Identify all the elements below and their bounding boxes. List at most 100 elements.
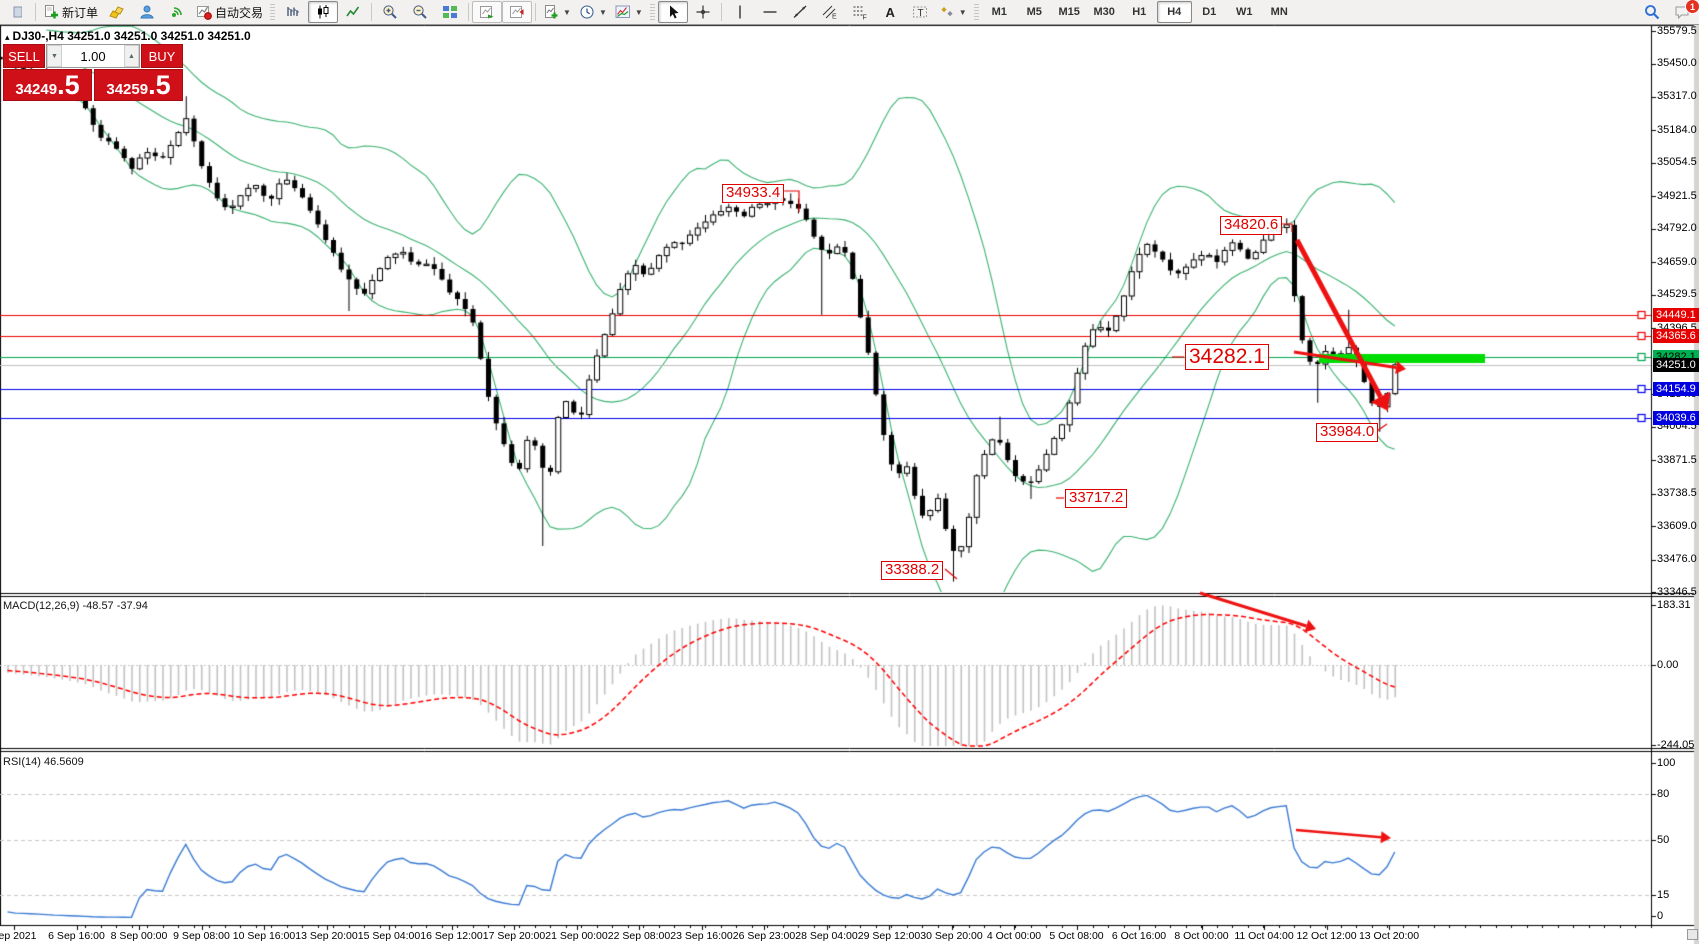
time-axis-label[interactable]: 22 Sep 08:00 xyxy=(607,930,671,942)
price-level-label[interactable]: 34365.6 xyxy=(1653,329,1699,343)
profile-icon[interactable] xyxy=(132,1,162,23)
time-axis-label[interactable]: 23 Sep 16:00 xyxy=(670,930,733,942)
candlestick-chart-type-button[interactable] xyxy=(308,1,339,23)
zoom-in-button[interactable] xyxy=(375,1,405,23)
sell-price[interactable]: 34249.5 xyxy=(3,69,92,101)
auto-scroll-button[interactable] xyxy=(472,1,503,23)
time-axis-label[interactable]: 5 Oct 08:00 xyxy=(1049,930,1104,942)
vertical-line-tool-button[interactable] xyxy=(725,1,755,23)
new-chart-button[interactable]: ▼ xyxy=(539,1,575,23)
price-axis-tick: 33476.0 xyxy=(1657,553,1697,566)
crosshair-tool-button[interactable] xyxy=(688,1,718,23)
price-annotation[interactable]: 33717.2 xyxy=(1065,489,1128,508)
timeframe-m15[interactable]: M15 xyxy=(1052,1,1087,23)
rsi-axis-tick: 15 xyxy=(1657,888,1670,901)
volume-down-button[interactable]: ▼ xyxy=(47,45,62,67)
timeframe-m1[interactable]: M1 xyxy=(982,1,1017,23)
notifications-button[interactable]: 1 xyxy=(1667,0,1699,23)
resize-grip[interactable] xyxy=(1687,929,1698,940)
time-axis-label[interactable]: 15 Sep 04:00 xyxy=(357,930,421,942)
timeframe-w1[interactable]: W1 xyxy=(1227,1,1262,23)
fibonacci-tool-icon: F xyxy=(852,4,868,20)
time-axis-label[interactable]: 13 Oct 20:00 xyxy=(1358,930,1420,942)
price-annotation[interactable]: 33388.2 xyxy=(881,561,944,580)
price-level-label[interactable]: 34154.9 xyxy=(1653,381,1699,396)
time-axis-label[interactable]: 16 Sep 12:00 xyxy=(420,930,483,942)
arrows-tool-button[interactable]: ▼ xyxy=(935,1,971,23)
channel-tool-button[interactable]: E xyxy=(815,1,845,23)
auto-trading-button[interactable]: 自动交易 xyxy=(192,1,267,23)
time-axis-label[interactable]: 30 Sep 20:00 xyxy=(920,930,983,942)
buy-button[interactable]: BUY xyxy=(141,44,183,68)
text-label-tool-button[interactable]: T xyxy=(905,1,935,23)
timeframe-m30[interactable]: M30 xyxy=(1087,1,1122,23)
time-axis-label[interactable]: 8 Sep 00:00 xyxy=(110,930,168,942)
time-axis-label[interactable]: 4 Oct 00:00 xyxy=(986,930,1042,942)
deposit-gold-icon[interactable] xyxy=(102,1,132,23)
tile-windows-button[interactable] xyxy=(435,1,465,23)
chevron-down-icon[interactable]: ▼ xyxy=(598,7,607,17)
time-axis-label[interactable]: Sep 2021 xyxy=(0,930,37,942)
time-axis-label[interactable]: 6 Sep 16:00 xyxy=(48,930,105,942)
volume-input[interactable]: 1.00 xyxy=(62,45,124,67)
timeframe-h1[interactable]: H1 xyxy=(1122,1,1157,23)
time-axis-label[interactable]: 11 Oct 04:00 xyxy=(1234,930,1294,942)
bar-chart-type-button[interactable] xyxy=(278,1,308,23)
chevron-down-icon[interactable]: ▼ xyxy=(563,7,571,17)
time-axis-label[interactable]: 29 Sep 12:00 xyxy=(857,930,921,942)
price-axis-tick: 33346.5 xyxy=(1657,585,1697,598)
toolbar-grip[interactable] xyxy=(649,4,655,20)
text-tool-button[interactable]: A xyxy=(875,1,905,23)
time-axis-label[interactable]: 12 Oct 12:00 xyxy=(1296,930,1357,942)
fibonacci-tool-button[interactable]: F xyxy=(845,1,875,23)
one-click-trading-panel: SELL ▼ 1.00 ▲ BUY 34249.5 34259.5 xyxy=(3,44,183,101)
time-axis-label[interactable]: 21 Sep 00:00 xyxy=(545,930,608,942)
price-annotation[interactable]: 33984.0 xyxy=(1316,423,1379,442)
time-axis-label[interactable]: 28 Sep 04:00 xyxy=(795,930,858,942)
search-button[interactable] xyxy=(1637,1,1667,23)
price-axis-tick: 34659.0 xyxy=(1657,255,1697,268)
zoom-out-button[interactable] xyxy=(405,1,435,23)
new-order-button[interactable]: 新订单 xyxy=(39,1,102,23)
cursor-tool-button[interactable] xyxy=(657,1,688,23)
indicators-button[interactable]: ▼ xyxy=(611,1,647,23)
timeframe-d1[interactable]: D1 xyxy=(1192,1,1227,23)
horizontal-line-tool-button[interactable] xyxy=(755,1,785,23)
line-chart-type-button[interactable] xyxy=(338,1,368,23)
trendline-tool-button[interactable] xyxy=(785,1,815,23)
price-annotation[interactable]: 34933.4 xyxy=(722,184,785,203)
timeframe-h4[interactable]: H4 xyxy=(1156,1,1192,23)
toolbar-grip[interactable] xyxy=(270,4,276,20)
one-click-toggle-icon[interactable]: ▴ xyxy=(5,32,10,42)
toolbar-grip[interactable] xyxy=(973,4,979,20)
time-axis-label[interactable]: 9 Sep 08:00 xyxy=(173,930,230,942)
price-level-label[interactable]: 34251.0 xyxy=(1653,357,1699,372)
timeframe-m5[interactable]: M5 xyxy=(1017,1,1052,23)
line-chart-type-icon xyxy=(345,4,361,20)
price-annotation[interactable]: 34282.1 xyxy=(1185,344,1269,370)
sell-button[interactable]: SELL xyxy=(3,44,45,68)
chevron-down-icon[interactable]: ▼ xyxy=(634,7,643,17)
time-axis-label[interactable]: 6 Oct 16:00 xyxy=(1111,930,1167,942)
clipped-toolbar-icon-icon xyxy=(12,4,22,20)
time-axis-label[interactable]: 13 Sep 20:00 xyxy=(295,930,358,942)
price-level-label[interactable]: 34039.6 xyxy=(1653,410,1699,425)
candlestick-chart-type-icon xyxy=(315,4,331,20)
signal-icon[interactable] xyxy=(162,1,192,23)
chart-shift-button[interactable] xyxy=(502,1,533,23)
time-axis-label[interactable]: 26 Sep 23:00 xyxy=(732,930,796,942)
toolbar-separator xyxy=(35,3,36,21)
svg-text:E: E xyxy=(832,14,837,21)
buy-price[interactable]: 34259.5 xyxy=(94,69,183,101)
price-annotation[interactable]: 34820.6 xyxy=(1220,216,1283,235)
time-axis-label[interactable]: 10 Sep 16:00 xyxy=(232,930,296,942)
time-axis-label[interactable]: 17 Sep 20:00 xyxy=(482,930,546,942)
timeframe-mn[interactable]: MN xyxy=(1262,1,1297,23)
volume-up-button[interactable]: ▲ xyxy=(124,45,139,67)
chevron-down-icon[interactable]: ▼ xyxy=(958,7,967,17)
periods-button[interactable]: ▼ xyxy=(575,1,611,23)
time-axis-label[interactable]: 8 Oct 00:00 xyxy=(1174,930,1229,942)
clipped-toolbar-icon[interactable] xyxy=(2,1,32,23)
price-level-label[interactable]: 34449.1 xyxy=(1653,308,1699,323)
